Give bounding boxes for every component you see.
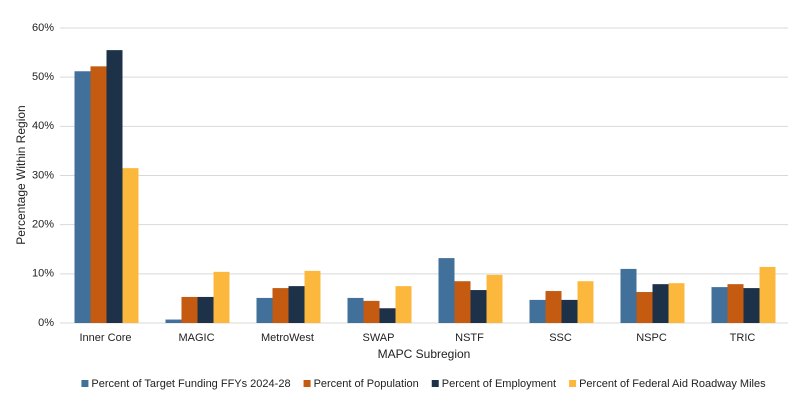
bar [711,287,728,323]
x-axis-title: MAPC Subregion [378,347,471,361]
legend-label: Percent of Target Funding FFYs 2024-28 [91,378,290,390]
bar [256,297,273,323]
bar [272,288,289,323]
bar [181,296,198,323]
bar [197,296,214,323]
y-tick-label: 50% [32,71,54,83]
bar [363,300,380,323]
bar [213,271,230,323]
y-tick-label: 30% [32,169,54,181]
bar [347,297,364,323]
legend-label: Percent of Population [314,378,419,390]
legend-swatch [303,380,311,387]
bar [379,308,396,323]
x-tick-label: TRIC [730,332,756,344]
x-tick-label: Inner Core [80,332,132,344]
bar [577,281,594,323]
legend-swatch [569,380,577,387]
y-tick-label: 10% [32,268,54,280]
bar [652,284,669,323]
bar [74,71,91,324]
legend-label: Percent of Federal Aid Roadway Miles [579,378,766,390]
bar [668,283,685,323]
bar [561,299,578,323]
bar [106,50,123,323]
y-tick-label: 20% [32,219,54,231]
bar [288,286,305,323]
bar [438,258,455,323]
legend-swatch [431,380,439,387]
bar [545,291,562,323]
bar [486,274,503,323]
bar [304,270,321,323]
x-tick-label: SWAP [363,332,395,344]
bar [743,288,760,323]
bar [759,266,776,323]
x-tick-label: NSPC [636,332,667,344]
bar [636,292,653,323]
y-tick-label: 40% [32,120,54,132]
x-tick-label: NSTF [455,332,484,344]
y-tick-label: 0% [38,317,54,329]
y-tick-label: 60% [32,22,54,34]
bar [165,319,182,323]
bar [395,286,412,323]
bar [620,268,637,323]
bar [727,284,744,323]
y-axis-title: Percentage Within Region [14,105,28,244]
bar [470,290,487,323]
x-tick-label: MetroWest [261,332,314,344]
bar [454,281,471,323]
bar [529,299,546,323]
bar [122,168,139,323]
legend-swatch [81,380,89,387]
x-tick-label: MAGIC [178,332,214,344]
bar [90,66,107,323]
legend-label: Percent of Employment [442,378,556,390]
x-tick-label: SSC [549,332,572,344]
